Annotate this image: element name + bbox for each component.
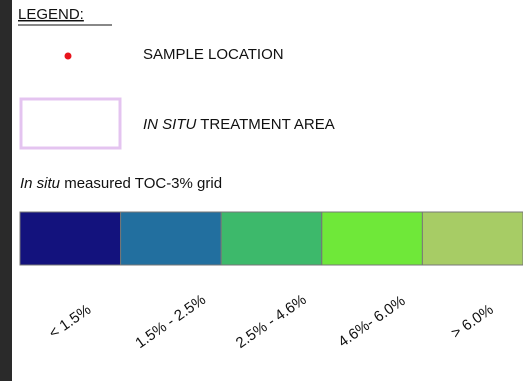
- grid-emphasis: In situ: [20, 175, 61, 192]
- class-swatch: [422, 212, 523, 265]
- grid-label: In situ measured TOC-3% grid: [20, 175, 222, 192]
- color-ramp: [20, 212, 523, 265]
- sample-symbol: [65, 53, 72, 60]
- sample-label: SAMPLE LOCATION: [143, 46, 284, 63]
- class-swatch: [20, 212, 121, 265]
- legend-title: LEGEND:: [18, 6, 84, 23]
- class-swatch: [221, 212, 322, 265]
- grid-rest: measured TOC-3% grid: [60, 175, 222, 192]
- class-swatch: [121, 212, 222, 265]
- treatment-symbol: [21, 99, 120, 148]
- page: {"legend": {"title": "LEGEND:", "sample_…: [0, 0, 523, 381]
- class-swatch: [322, 212, 423, 265]
- treatment-rest: TREATMENT AREA: [196, 116, 334, 133]
- treatment-emphasis: IN SITU: [143, 116, 197, 133]
- treatment-label: IN SITU TREATMENT AREA: [143, 116, 335, 133]
- legend-panel: LEGEND: SAMPLE LOCATION IN SITU TREATMEN…: [0, 0, 523, 381]
